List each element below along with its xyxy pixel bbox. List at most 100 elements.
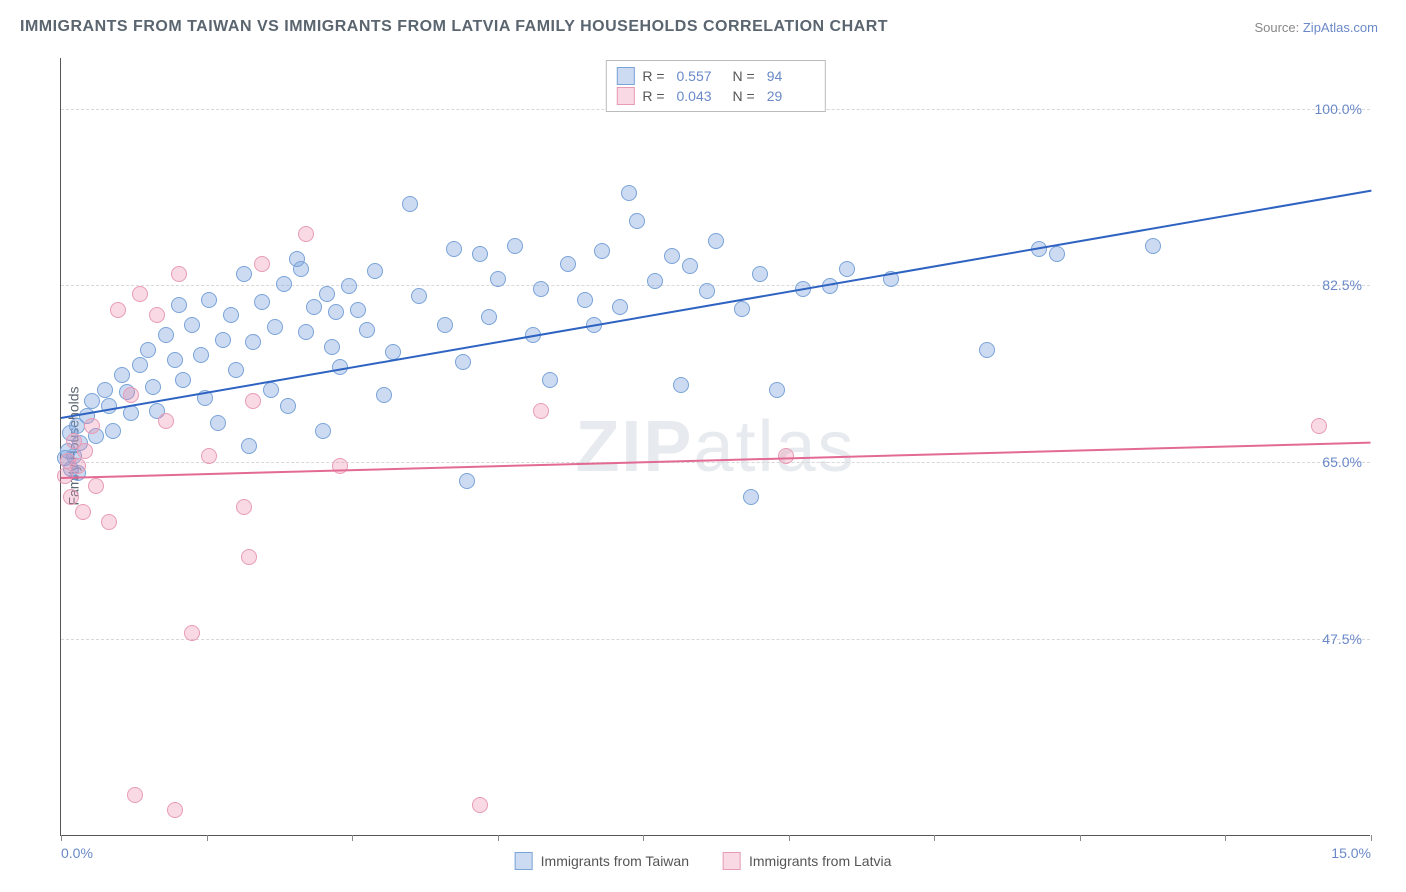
scatter-point [682, 258, 698, 274]
scatter-point [184, 317, 200, 333]
watermark-light: atlas [693, 407, 855, 487]
legend-series-item: Immigrants from Latvia [723, 852, 891, 870]
scatter-point [101, 514, 117, 530]
scatter-point [1311, 418, 1327, 434]
scatter-point [341, 278, 357, 294]
scatter-point [359, 322, 375, 338]
y-tick-label: 82.5% [1322, 277, 1362, 293]
scatter-point [236, 499, 252, 515]
scatter-point [167, 352, 183, 368]
y-tick-label: 65.0% [1322, 454, 1362, 470]
scatter-point [459, 473, 475, 489]
scatter-point [267, 319, 283, 335]
scatter-point [979, 342, 995, 358]
scatter-point [1145, 238, 1161, 254]
scatter-point [245, 334, 261, 350]
scatter-point [84, 418, 100, 434]
legend-r-value: 0.557 [677, 68, 725, 84]
scatter-point [175, 372, 191, 388]
plot-area: ZIPatlas R =0.557N =94R =0.043N =29 47.5… [60, 58, 1370, 836]
y-tick-label: 47.5% [1322, 631, 1362, 647]
scatter-point [507, 238, 523, 254]
scatter-point [132, 286, 148, 302]
scatter-point [542, 372, 558, 388]
scatter-point [778, 448, 794, 464]
scatter-point [411, 288, 427, 304]
scatter-point [77, 443, 93, 459]
scatter-point [88, 478, 104, 494]
gridline [61, 462, 1370, 463]
x-tick [1080, 835, 1081, 841]
x-tick [1371, 835, 1372, 841]
scatter-point [629, 213, 645, 229]
legend-n-label: N = [733, 88, 755, 104]
legend-stats-row: R =0.557N =94 [616, 66, 814, 86]
legend-stats: R =0.557N =94R =0.043N =29 [605, 60, 825, 112]
legend-stats-row: R =0.043N =29 [616, 86, 814, 106]
x-tick [789, 835, 790, 841]
legend-swatch [723, 852, 741, 870]
scatter-point [293, 261, 309, 277]
legend-swatch [616, 87, 634, 105]
scatter-point [472, 246, 488, 262]
legend-n-value: 29 [767, 88, 815, 104]
source-link[interactable]: ZipAtlas.com [1303, 20, 1378, 35]
scatter-point [481, 309, 497, 325]
scatter-point [699, 283, 715, 299]
scatter-point [114, 367, 130, 383]
scatter-point [254, 294, 270, 310]
y-tick-label: 100.0% [1315, 101, 1362, 117]
scatter-point [123, 387, 139, 403]
scatter-point [577, 292, 593, 308]
scatter-point [402, 196, 418, 212]
scatter-point [223, 307, 239, 323]
scatter-point [1049, 246, 1065, 262]
chart-title: IMMIGRANTS FROM TAIWAN VS IMMIGRANTS FRO… [20, 18, 888, 36]
scatter-point [110, 302, 126, 318]
x-tick [934, 835, 935, 841]
scatter-point [612, 299, 628, 315]
scatter-point [332, 458, 348, 474]
scatter-point [241, 438, 257, 454]
x-tick-label: 0.0% [61, 845, 93, 861]
scatter-point [241, 549, 257, 565]
scatter-point [201, 448, 217, 464]
x-tick [643, 835, 644, 841]
scatter-point [97, 382, 113, 398]
legend-r-value: 0.043 [677, 88, 725, 104]
scatter-point [140, 342, 156, 358]
scatter-point [769, 382, 785, 398]
legend-series-item: Immigrants from Taiwan [515, 852, 689, 870]
scatter-point [158, 413, 174, 429]
scatter-point [472, 797, 488, 813]
watermark: ZIPatlas [575, 406, 855, 488]
scatter-point [193, 347, 209, 363]
scatter-point [276, 276, 292, 292]
scatter-point [127, 787, 143, 803]
scatter-point [437, 317, 453, 333]
scatter-point [647, 273, 663, 289]
scatter-point [171, 297, 187, 313]
scatter-point [446, 241, 462, 257]
scatter-point [594, 243, 610, 259]
scatter-point [490, 271, 506, 287]
scatter-point [75, 504, 91, 520]
scatter-point [839, 261, 855, 277]
scatter-point [149, 307, 165, 323]
scatter-point [70, 458, 86, 474]
scatter-point [328, 304, 344, 320]
x-tick [498, 835, 499, 841]
gridline [61, 285, 1370, 286]
scatter-point [132, 357, 148, 373]
source-attribution: Source: ZipAtlas.com [1254, 20, 1378, 35]
watermark-bold: ZIP [575, 407, 693, 487]
scatter-point [158, 327, 174, 343]
scatter-point [63, 489, 79, 505]
legend-swatch [616, 67, 634, 85]
legend-n-label: N = [733, 68, 755, 84]
scatter-point [734, 301, 750, 317]
legend-series: Immigrants from Taiwan Immigrants from La… [515, 852, 892, 870]
scatter-point [171, 266, 187, 282]
scatter-point [752, 266, 768, 282]
scatter-point [376, 387, 392, 403]
